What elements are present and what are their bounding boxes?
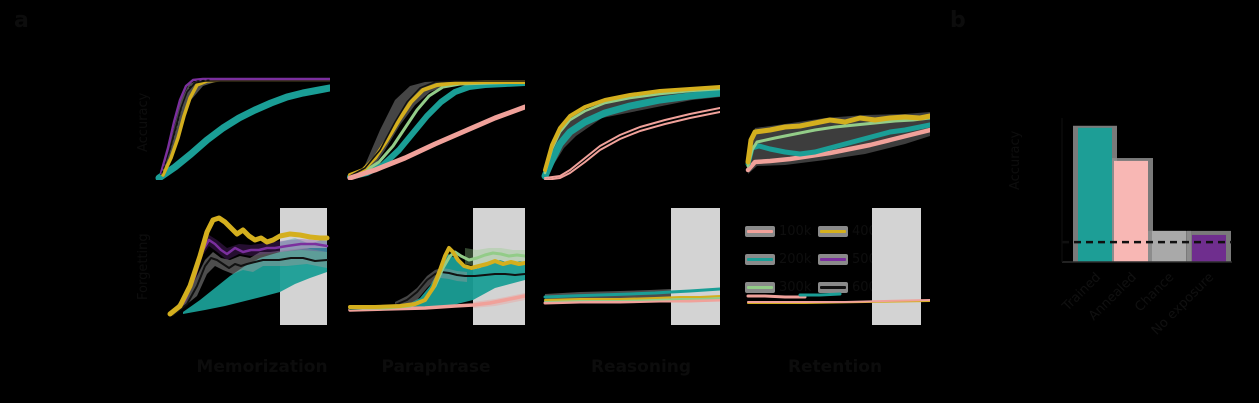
line-chart-reasoning-forgetting <box>543 208 720 325</box>
legend-swatch-icon <box>745 282 775 293</box>
legend-line-icon <box>820 286 846 289</box>
panel-a-label: a <box>14 8 29 33</box>
series-line <box>745 127 930 173</box>
bar-trained <box>1078 127 1112 263</box>
series-line <box>543 298 720 305</box>
column-label-3: Reasoning <box>590 357 692 377</box>
legend-line-icon <box>747 258 773 261</box>
series-line <box>544 295 720 301</box>
legend-label: 300k <box>779 280 812 295</box>
series-line <box>167 215 330 317</box>
legend-swatch-icon <box>818 226 848 237</box>
series-line <box>544 107 720 179</box>
series-line <box>745 113 930 165</box>
series-line <box>543 85 720 172</box>
series-line <box>161 79 211 174</box>
series-line <box>746 116 930 168</box>
line-chart-retention-accuracy <box>745 112 930 174</box>
legend-label: 200k <box>779 252 812 267</box>
legend-line-icon <box>820 258 846 261</box>
legend-label: 100k <box>779 224 812 239</box>
bar-y-axis-label: Accuracy <box>1008 130 1023 190</box>
ci-area <box>395 268 467 309</box>
series-line <box>544 297 720 302</box>
ci-area <box>405 254 525 308</box>
line-chart-reasoning-accuracy <box>541 85 720 180</box>
line-chart-memorization-accuracy <box>155 77 330 180</box>
legend-line-icon <box>747 230 773 233</box>
column-label-4: Retention <box>787 357 883 377</box>
column-label-2: Paraphrase <box>381 357 491 377</box>
series-line <box>745 122 930 167</box>
series-line <box>159 77 330 175</box>
bar-chance <box>1152 230 1186 262</box>
ci-area <box>175 248 327 314</box>
series-line <box>349 271 525 310</box>
bar-chart-summary-accuracy <box>1061 118 1232 263</box>
series-line <box>172 257 328 316</box>
anneal-band <box>671 208 720 325</box>
ci-area <box>365 81 445 172</box>
series-line <box>348 294 525 312</box>
legend-swatch-icon <box>745 254 775 265</box>
line-chart-paraphrase-forgetting <box>348 208 525 325</box>
legend-line-icon <box>747 286 773 289</box>
column-label-1: Memorization <box>196 357 328 377</box>
bottom-row-y-axis-label: Forgetting <box>136 233 151 300</box>
series-line <box>155 84 330 180</box>
series-line <box>798 292 842 297</box>
series-line <box>747 299 930 303</box>
anneal-band <box>872 208 921 325</box>
line-chart-memorization-forgetting <box>167 208 330 325</box>
series-line <box>348 246 525 309</box>
line-chart-retention-forgetting <box>746 208 930 325</box>
bar-no-exposure <box>1192 234 1226 262</box>
legend-swatch-icon <box>818 254 848 265</box>
series-line <box>160 80 330 175</box>
legend-line-icon <box>820 230 846 233</box>
top-row-y-axis-label: Accuracy <box>136 92 151 152</box>
series-line <box>347 104 525 180</box>
series-line <box>544 111 720 180</box>
line-chart-paraphrase-accuracy <box>347 80 525 180</box>
series-line <box>746 294 807 299</box>
panel-b-label: b <box>950 8 966 33</box>
legend-swatch-icon <box>745 226 775 237</box>
legend-swatch-icon <box>818 282 848 293</box>
series-line <box>541 89 720 180</box>
series-line <box>543 287 720 299</box>
series-line <box>349 80 525 177</box>
bar-annealed <box>1114 160 1148 262</box>
